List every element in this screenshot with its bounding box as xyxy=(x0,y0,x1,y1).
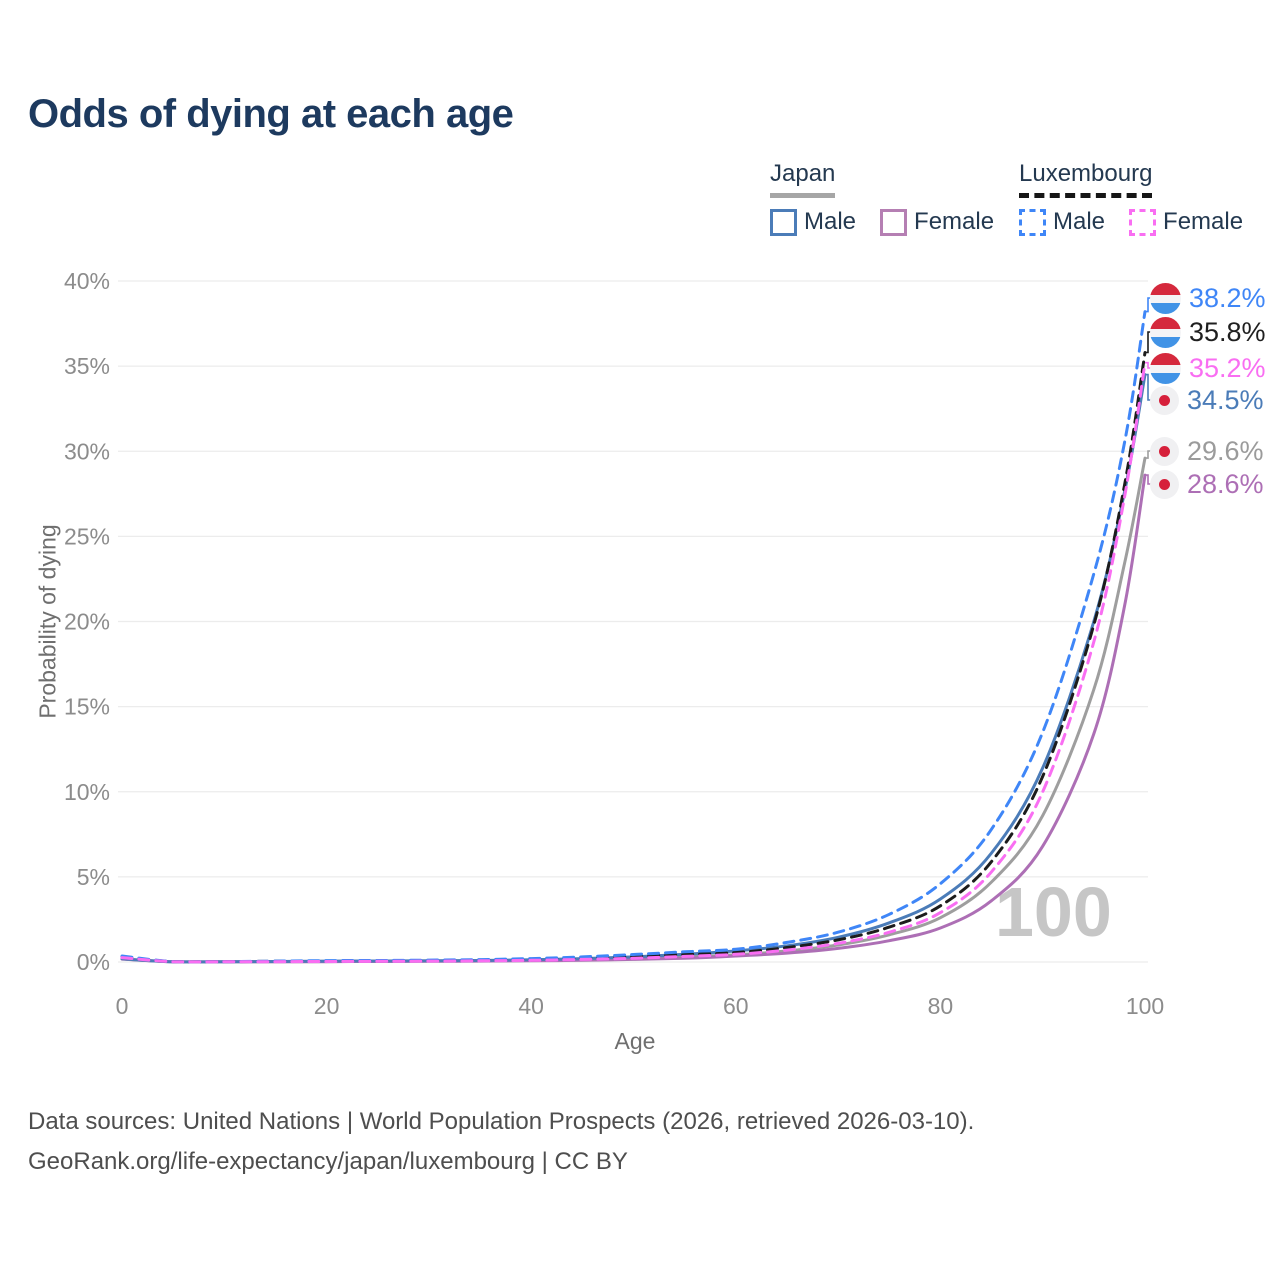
legend-item-luxembourg-female[interactable]: Female xyxy=(1129,208,1243,236)
luxembourg-flag-icon xyxy=(1150,352,1181,384)
y-tick-label: 20% xyxy=(64,609,110,635)
y-tick-label: 30% xyxy=(64,438,110,464)
luxembourg-female-swatch-icon xyxy=(1129,208,1157,236)
end-value: 28.6% xyxy=(1187,468,1264,499)
luxembourg-flag-icon xyxy=(1150,282,1181,314)
series-line-luxembourg_female[interactable] xyxy=(120,361,1147,964)
data-sources-text: Data sources: United Nations | World Pop… xyxy=(28,1108,975,1135)
legend-item-label: Female xyxy=(1163,208,1244,235)
end-label-japan-male: 34.5% xyxy=(1150,383,1264,417)
x-tick-label: 80 xyxy=(928,993,954,1019)
legend-row-japan: Male Female xyxy=(770,208,994,236)
x-tick-label: 20 xyxy=(314,993,340,1019)
y-tick-label: 10% xyxy=(64,779,110,805)
legend-item-japan-male[interactable]: Male xyxy=(770,208,856,236)
page-title: Odds of dying at each age xyxy=(28,92,514,136)
series-line-japan_total[interactable] xyxy=(120,456,1147,964)
legend-row-luxembourg: Male Female xyxy=(1019,208,1243,236)
legend-item-label: Female xyxy=(914,208,995,235)
legend-header-japan[interactable]: Japan xyxy=(770,160,836,198)
end-value: 35.2% xyxy=(1189,352,1266,383)
x-tick-label: 100 xyxy=(1126,993,1164,1019)
end-value: 34.5% xyxy=(1187,384,1264,415)
japan-flag-icon xyxy=(1150,385,1179,415)
end-value: 38.2% xyxy=(1189,282,1266,313)
y-tick-label: 0% xyxy=(77,949,110,975)
luxembourg-male-swatch-icon xyxy=(1019,208,1046,236)
series-line-luxembourg_male[interactable] xyxy=(120,310,1147,964)
legend-item-label: Male xyxy=(1053,208,1106,235)
y-tick-label: 15% xyxy=(64,694,110,720)
legend-item-japan-female[interactable]: Female xyxy=(880,208,994,236)
japan-female-swatch-icon xyxy=(880,208,908,236)
x-axis-title: Age xyxy=(614,1028,656,1054)
end-label-japan-female: 28.6% xyxy=(1150,467,1264,501)
japan-male-swatch-icon xyxy=(770,208,797,236)
attribution-text: GeoRank.org/life-expectancy/japan/luxemb… xyxy=(28,1148,628,1175)
legend-group-japan: Japan Male Female xyxy=(770,160,994,236)
japan-flag-icon xyxy=(1150,436,1179,466)
end-label-luxembourg-female: 35.2% xyxy=(1150,351,1266,385)
end-label-luxembourg-male: 38.2% xyxy=(1150,281,1266,315)
y-tick-label: 25% xyxy=(64,523,110,549)
end-label-japan-total: 29.6% xyxy=(1150,434,1264,468)
end-label-luxembourg-total: 35.8% xyxy=(1150,315,1266,349)
japan-flag-icon xyxy=(1150,469,1179,499)
x-tick-label: 40 xyxy=(518,993,544,1019)
y-tick-label: 35% xyxy=(64,353,110,379)
legend-header-luxembourg[interactable]: Luxembourg xyxy=(1019,160,1153,198)
luxembourg-flag-icon xyxy=(1150,316,1181,348)
end-value: 35.8% xyxy=(1189,316,1266,347)
end-value: 29.6% xyxy=(1187,435,1264,466)
y-axis-title: Probability of dying xyxy=(34,524,61,719)
age-watermark: 100 xyxy=(995,873,1112,951)
legend-group-luxembourg: Luxembourg Male Female xyxy=(1019,160,1243,236)
legend-item-label: Male xyxy=(804,208,857,235)
legend-item-luxembourg-male[interactable]: Male xyxy=(1019,208,1105,236)
series-line-japan_female[interactable] xyxy=(120,473,1147,964)
y-tick-label: 40% xyxy=(64,268,110,294)
x-tick-label: 0 xyxy=(116,993,129,1019)
x-tick-label: 60 xyxy=(723,993,749,1019)
y-tick-label: 5% xyxy=(77,864,110,890)
